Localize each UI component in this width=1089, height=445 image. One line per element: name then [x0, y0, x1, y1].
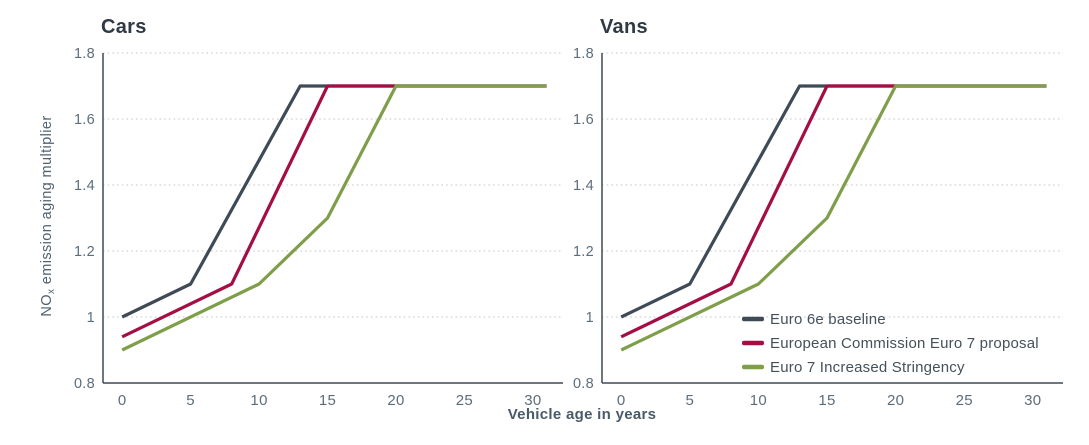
- x-tick-label: 30: [1024, 392, 1041, 409]
- y-axis-label-prefix: NO: [39, 294, 55, 317]
- x-tick-label: 0: [118, 392, 127, 409]
- legend-label: European Commission Euro 7 proposal: [770, 335, 1039, 352]
- x-tick-label: 15: [319, 392, 336, 409]
- x-tick-label: 10: [750, 392, 767, 409]
- x-axis-label: Vehicle age in years: [507, 406, 657, 423]
- x-tick-label: 0: [617, 392, 626, 409]
- series-line-euro-7-increased-stringency: [121, 84, 547, 352]
- y-axis-label-suffix: emission aging multiplier: [39, 115, 55, 289]
- y-tick-label: 1.2: [573, 244, 594, 260]
- y-tick-label: 1.6: [74, 112, 95, 128]
- chart-title-vans: Vans: [600, 16, 648, 38]
- legend-swatch: [742, 316, 764, 322]
- chart-title-cars: Cars: [101, 16, 147, 38]
- y-tick-label: 1.4: [74, 178, 95, 194]
- x-tick-label: 25: [456, 392, 473, 409]
- x-tick-label: 20: [387, 392, 404, 409]
- y-tick-label: 1: [87, 310, 95, 326]
- y-tick-label: 0.8: [74, 376, 95, 392]
- x-tick-label: 15: [818, 392, 835, 409]
- x-tick-label: 25: [956, 392, 973, 409]
- legend-swatch: [742, 364, 764, 370]
- y-tick-label: 0.8: [573, 376, 594, 392]
- x-tick-label: 5: [186, 392, 195, 409]
- legend-label: Euro 7 Increased Stringency: [770, 359, 965, 376]
- y-tick-label: 1.8: [74, 46, 95, 62]
- x-tick-label: 5: [685, 392, 694, 409]
- x-tick-label: 10: [250, 392, 267, 409]
- chart-vans: 0.8 1 1.2 1.4 1.6 1.8 0 5 10 15 20 25 30 Euro 6e base…: [573, 46, 1063, 409]
- x-tick-label: 30: [524, 392, 541, 409]
- legend-label: Euro 6e baseline: [770, 311, 886, 328]
- y-axis-label: NOx emission aging multiplier: [39, 115, 57, 316]
- y-tick-label: 1.8: [573, 46, 594, 62]
- y-tick-label: 1.2: [74, 244, 95, 260]
- y-axis-label-subscript: x: [46, 288, 57, 295]
- x-tick-label: 20: [887, 392, 904, 409]
- series-line-euro-7-increased-stringency: [620, 84, 1047, 352]
- legend-swatch: [742, 340, 764, 346]
- series-line-european-commission-euro-7-proposal: [620, 84, 1047, 339]
- chart-cars: 0.8 1 1.2 1.4 1.6 1.8 0 5 10 15 20 25 30: [74, 46, 563, 409]
- y-tick-label: 1: [586, 310, 594, 326]
- y-tick-label: 1.4: [573, 178, 594, 194]
- series-line-european-commission-euro-7-proposal: [121, 84, 547, 339]
- y-tick-label: 1.6: [573, 112, 594, 128]
